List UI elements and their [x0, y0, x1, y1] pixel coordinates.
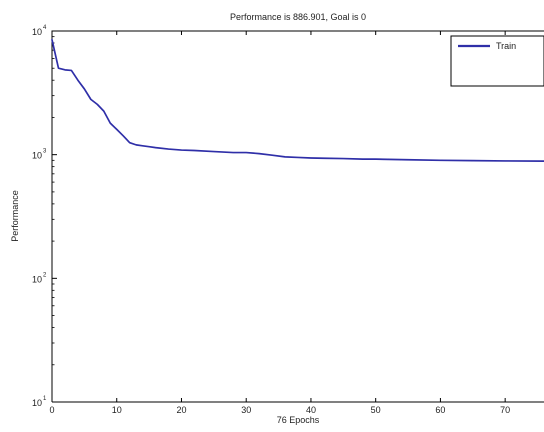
x-tick-label: 60: [435, 405, 445, 415]
y-tick-base: 10: [32, 274, 42, 284]
legend-box: [450, 35, 544, 87]
x-tick-label: 0: [49, 405, 54, 415]
x-tick-label: 20: [176, 405, 186, 415]
series-line-train: [51, 38, 544, 162]
y-tick-label: 10 2: [32, 272, 47, 284]
y-axis-title: Performance: [10, 190, 20, 242]
x-ticks: 0 10 20 30 40 50 60 70: [49, 31, 510, 415]
y-tick-label: 10 4: [32, 25, 47, 37]
series-layer: [51, 38, 544, 162]
legend-train-label: Train: [496, 41, 516, 51]
x-tick-label: 40: [306, 405, 316, 415]
x-tick-label: 50: [371, 405, 381, 415]
chart-title: Performance is 886.901, Goal is 0: [230, 12, 366, 22]
x-tick-label: 70: [500, 405, 510, 415]
x-axis-title: 76 Epochs: [277, 415, 320, 425]
y-tick-base: 10: [32, 151, 42, 161]
y-tick-exponent: 2: [43, 272, 47, 278]
y-tick-label: 10 3: [32, 149, 47, 161]
plot-area: [52, 31, 544, 402]
y-tick-exponent: 1: [43, 396, 47, 402]
x-tick-label: 30: [241, 405, 251, 415]
y-tick-base: 10: [32, 398, 42, 408]
x-tick-label: 10: [112, 405, 122, 415]
y-tick-label: 10 1: [32, 396, 47, 408]
y-tick-exponent: 3: [43, 149, 47, 155]
legend: Train: [450, 35, 544, 87]
y-tick-base: 10: [32, 27, 42, 37]
y-tick-exponent: 4: [43, 25, 47, 31]
